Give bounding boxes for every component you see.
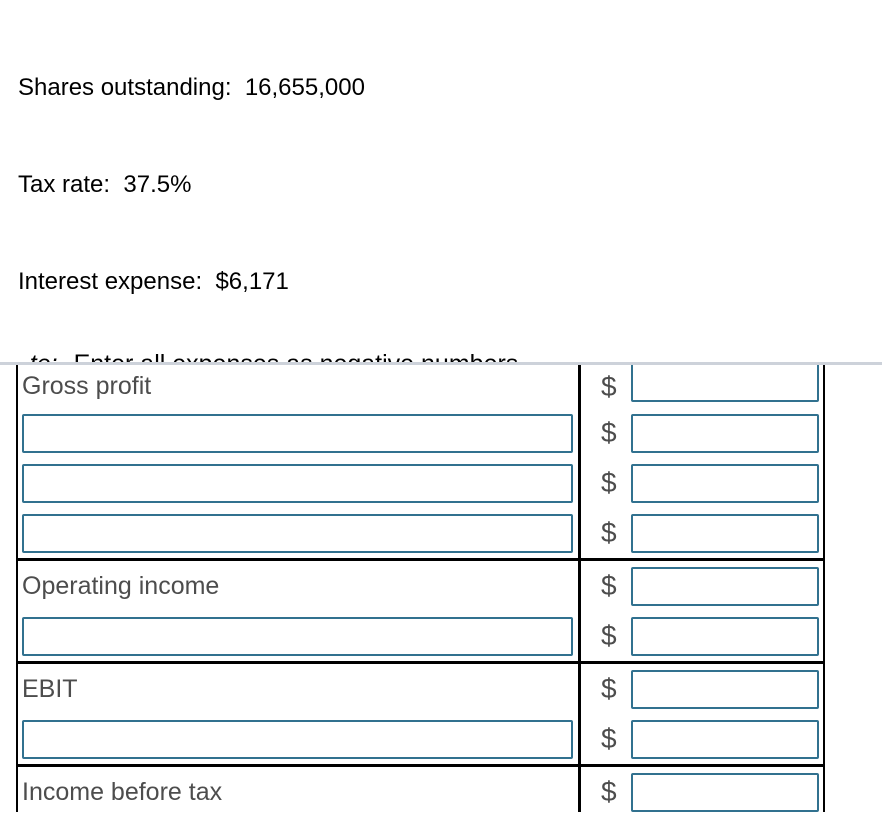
amount-cell: $: [581, 719, 823, 759]
amount-input[interactable]: [631, 719, 819, 759]
description-input[interactable]: [22, 463, 573, 503]
amount-cell: $: [581, 413, 823, 453]
description-input[interactable]: [22, 719, 573, 759]
income-statement-table: Gross profit $ $: [16, 365, 825, 812]
dollar-sign: $: [601, 723, 617, 754]
table-row: $: [18, 611, 823, 661]
label-cell: Income before tax: [18, 767, 581, 812]
amount-input-operating-income[interactable]: [631, 566, 819, 606]
amount-cell: $: [581, 772, 823, 812]
description-cell: [18, 408, 581, 458]
table-row: Gross profit $: [18, 365, 823, 408]
description-input[interactable]: [22, 513, 573, 553]
label-cell: Operating income: [18, 561, 581, 611]
amount-cell: $: [581, 566, 823, 606]
dollar-sign: $: [601, 417, 617, 448]
table-row: $: [18, 408, 823, 458]
dollar-sign: $: [601, 370, 617, 402]
fact-shares-outstanding: Shares outstanding: 16,655,000: [18, 73, 365, 101]
description-cell: [18, 611, 581, 661]
amount-input-income-before-tax[interactable]: [631, 772, 819, 812]
dollar-sign: $: [601, 776, 617, 807]
table-row: Income before tax $: [18, 767, 823, 812]
amount-input[interactable]: [631, 616, 819, 656]
amount-cell: $: [581, 616, 823, 656]
row-label-gross-profit: Gross profit: [22, 372, 152, 400]
section-operating-income: Operating income $ $: [18, 561, 823, 664]
amount-cell: $: [581, 463, 823, 503]
table-row: $: [18, 458, 823, 508]
dollar-sign: $: [601, 467, 617, 498]
amount-input-ebit[interactable]: [631, 669, 819, 709]
label-cell: EBIT: [18, 664, 581, 714]
dollar-sign: $: [601, 570, 617, 601]
top-divider: [0, 362, 882, 365]
table-row: $: [18, 714, 823, 764]
amount-input-gross-profit[interactable]: [631, 365, 819, 402]
row-label-operating-income: Operating income: [22, 571, 220, 600]
amount-input[interactable]: [631, 413, 819, 453]
description-input[interactable]: [22, 616, 573, 656]
description-cell: [18, 458, 581, 508]
amount-cell: $: [581, 365, 823, 403]
fact-interest-expense: Interest expense: $6,171: [18, 268, 289, 296]
amount-cell: $: [581, 669, 823, 709]
description-cell: [18, 714, 581, 764]
amount-cell: $: [581, 513, 823, 553]
section-income-before-tax: Income before tax $: [18, 767, 823, 812]
row-label-income-before-tax: Income before tax: [22, 777, 223, 806]
dollar-sign: $: [601, 517, 617, 548]
table-row: Operating income $: [18, 561, 823, 611]
description-input[interactable]: [22, 413, 573, 453]
table-row: $: [18, 508, 823, 558]
fact-tax-rate: Tax rate: 37.5%: [18, 171, 192, 199]
label-cell: Gross profit: [18, 365, 581, 408]
section-ebit: EBIT $ $: [18, 664, 823, 767]
amount-input[interactable]: [631, 513, 819, 553]
amount-input[interactable]: [631, 463, 819, 503]
dollar-sign: $: [601, 673, 617, 704]
section-gross-profit: Gross profit $ $: [18, 365, 823, 561]
description-cell: [18, 508, 581, 558]
table-row: EBIT $: [18, 664, 823, 714]
dollar-sign: $: [601, 620, 617, 651]
row-label-ebit: EBIT: [22, 674, 78, 703]
